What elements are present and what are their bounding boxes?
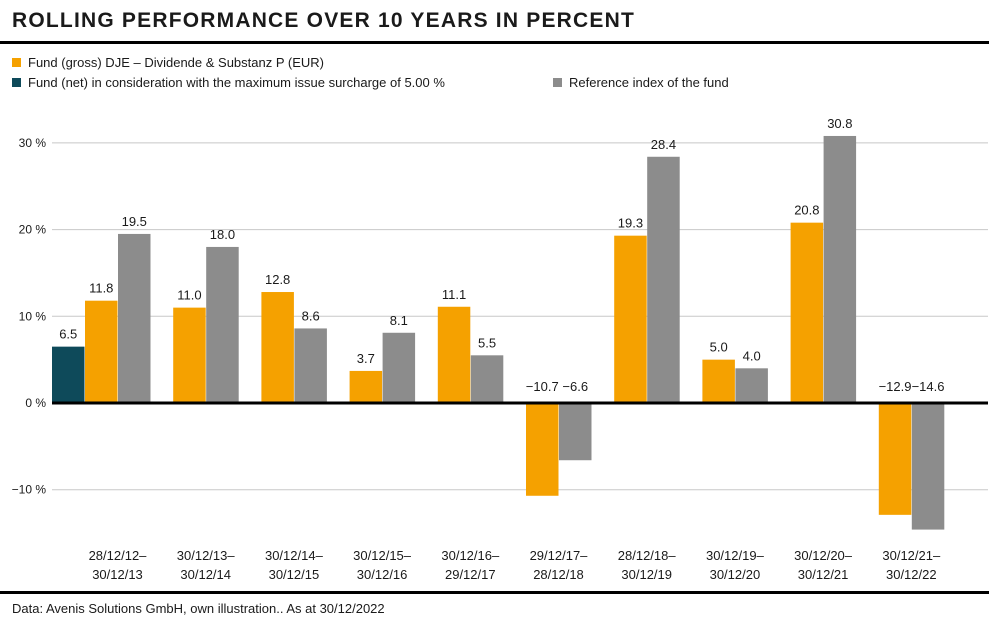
- x-tick-label: 30/12/13: [92, 567, 143, 582]
- data-label: 18.0: [210, 227, 235, 242]
- y-tick-label: 20 %: [19, 223, 47, 237]
- bar-fund-gross: [261, 292, 294, 403]
- bar-reference: [559, 403, 592, 461]
- legend-item-fund-net: Fund (net) in consideration with the max…: [12, 75, 445, 90]
- data-label: 11.8: [89, 281, 113, 296]
- data-label: 5.0: [710, 340, 728, 355]
- bar-fund-gross: [526, 403, 559, 496]
- data-label: 11.0: [177, 288, 201, 303]
- x-tick-label: 30/12/19: [621, 567, 672, 582]
- legend-swatch-reference: [553, 78, 562, 87]
- x-tick-label: 30/12/14–: [265, 548, 324, 563]
- legend-swatch-fund-net: [12, 78, 21, 87]
- data-label: 30.8: [827, 116, 852, 131]
- bar-fund-gross: [702, 359, 735, 403]
- data-label: 6.5: [59, 327, 77, 342]
- source-note: Data: Avenis Solutions GmbH, own illustr…: [12, 601, 385, 616]
- bar-fund-gross: [349, 370, 383, 403]
- data-label: 8.6: [302, 308, 320, 323]
- legend-label-fund-gross: Fund (gross) DJE – Dividende & Substanz …: [28, 55, 324, 70]
- x-tick-label: 30/12/21: [798, 567, 849, 582]
- legend-swatch-fund-gross: [12, 58, 21, 67]
- data-label: −12.9: [879, 379, 912, 394]
- bar-reference: [206, 246, 239, 403]
- y-tick-label: −10 %: [12, 483, 47, 497]
- bar-reference: [118, 233, 151, 403]
- x-tick-label: 30/12/16: [357, 567, 408, 582]
- bar-reference: [823, 135, 857, 404]
- bar-fund-gross: [878, 403, 912, 515]
- bar-reference: [382, 332, 416, 403]
- bar-fund-gross: [437, 306, 471, 403]
- data-label: 20.8: [794, 203, 819, 218]
- x-tick-label: 28/12/18–: [618, 548, 677, 563]
- x-tick-label: 28/12/18: [533, 567, 584, 582]
- bar-reference: [294, 328, 327, 403]
- legend-label-fund-net: Fund (net) in consideration with the max…: [28, 75, 445, 90]
- bar-reference: [647, 156, 680, 403]
- data-label: −6.6: [562, 379, 588, 394]
- x-tick-label: 28/12/12–: [89, 548, 148, 563]
- legend-label-reference: Reference index of the fund: [569, 75, 729, 90]
- bar-fund-gross: [85, 300, 118, 403]
- bar-fund-net: [52, 346, 85, 403]
- x-tick-label: 30/12/14: [180, 567, 231, 582]
- data-label: 19.3: [618, 216, 643, 231]
- data-label: 19.5: [122, 214, 147, 229]
- bar-fund-gross: [614, 235, 647, 403]
- x-tick-label: 29/12/17–: [530, 548, 589, 563]
- bar-reference: [735, 368, 768, 403]
- x-tick-label: 30/12/21–: [882, 548, 941, 563]
- data-label: 5.5: [478, 335, 496, 350]
- data-label: 11.1: [442, 287, 466, 302]
- legend-item-fund-gross: Fund (gross) DJE – Dividende & Substanz …: [12, 55, 324, 70]
- data-label: −10.7: [526, 379, 559, 394]
- chart-title: ROLLING PERFORMANCE OVER 10 YEARS IN PER…: [12, 9, 635, 32]
- x-tick-label: 30/12/22: [886, 567, 937, 582]
- data-label: 12.8: [265, 272, 290, 287]
- bar-reference: [470, 355, 504, 403]
- x-tick-label: 30/12/13–: [177, 548, 236, 563]
- y-tick-label: 10 %: [19, 309, 47, 323]
- x-tick-label: 30/12/20: [710, 567, 761, 582]
- bar-fund-gross: [790, 222, 824, 403]
- x-tick-label: 30/12/16–: [441, 548, 500, 563]
- bar-fund-gross: [173, 307, 206, 403]
- x-tick-label: 30/12/19–: [706, 548, 765, 563]
- bottom-rule: [0, 591, 989, 594]
- x-tick-label: 30/12/15: [269, 567, 320, 582]
- top-rule: [0, 41, 989, 44]
- data-label: 3.7: [357, 351, 375, 366]
- data-label: 28.4: [651, 137, 676, 152]
- y-tick-label: 0 %: [25, 396, 46, 410]
- data-label: 8.1: [390, 313, 408, 328]
- data-label: 4.0: [743, 348, 761, 363]
- y-tick-label: 30 %: [19, 136, 47, 150]
- x-tick-label: 30/12/20–: [794, 548, 853, 563]
- data-label: −14.6: [912, 379, 945, 394]
- x-tick-label: 29/12/17: [445, 567, 496, 582]
- bar-reference: [911, 403, 945, 530]
- x-tick-label: 30/12/15–: [353, 548, 412, 563]
- legend-item-reference: Reference index of the fund: [553, 75, 729, 90]
